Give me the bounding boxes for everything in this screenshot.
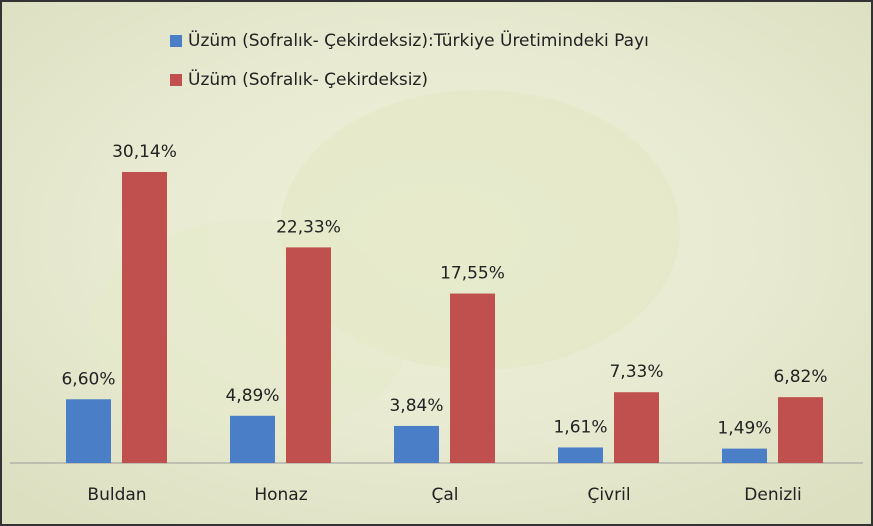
legend-swatch xyxy=(170,74,182,86)
data-label: 3,84% xyxy=(389,396,443,416)
bar xyxy=(722,449,767,463)
data-label: 30,14% xyxy=(112,142,177,162)
bar xyxy=(778,397,823,463)
legend-swatch xyxy=(170,35,182,47)
chart: Üzüm (Sofralık- Çekirdeksiz):Türkiye Üre… xyxy=(0,0,873,526)
bar xyxy=(66,399,111,463)
legend-text: Üzüm (Sofralık- Çekirdeksiz):Türkiye Üre… xyxy=(188,29,649,51)
bar xyxy=(286,247,331,463)
x-tick-label: Denizli xyxy=(744,485,801,505)
data-label: 6,60% xyxy=(61,369,115,389)
data-label: 1,49% xyxy=(717,419,771,439)
x-tick-label: Honaz xyxy=(254,485,307,505)
bar xyxy=(394,426,439,463)
data-label: 4,89% xyxy=(225,386,279,406)
legend-text: Üzüm (Sofralık- Çekirdeksiz) xyxy=(188,68,428,90)
bar xyxy=(230,416,275,463)
x-tick-label: Buldan xyxy=(87,485,146,505)
data-label: 7,33% xyxy=(609,362,663,382)
bar xyxy=(558,447,603,463)
data-label: 22,33% xyxy=(276,217,341,237)
bar xyxy=(450,294,495,463)
data-label: 6,82% xyxy=(773,367,827,387)
data-label: 1,61% xyxy=(553,417,607,437)
x-tick-label: Çivril xyxy=(587,485,630,505)
bar xyxy=(614,392,659,463)
bar xyxy=(122,172,167,463)
data-label: 17,55% xyxy=(440,264,505,284)
x-tick-label: Çal xyxy=(431,485,458,505)
